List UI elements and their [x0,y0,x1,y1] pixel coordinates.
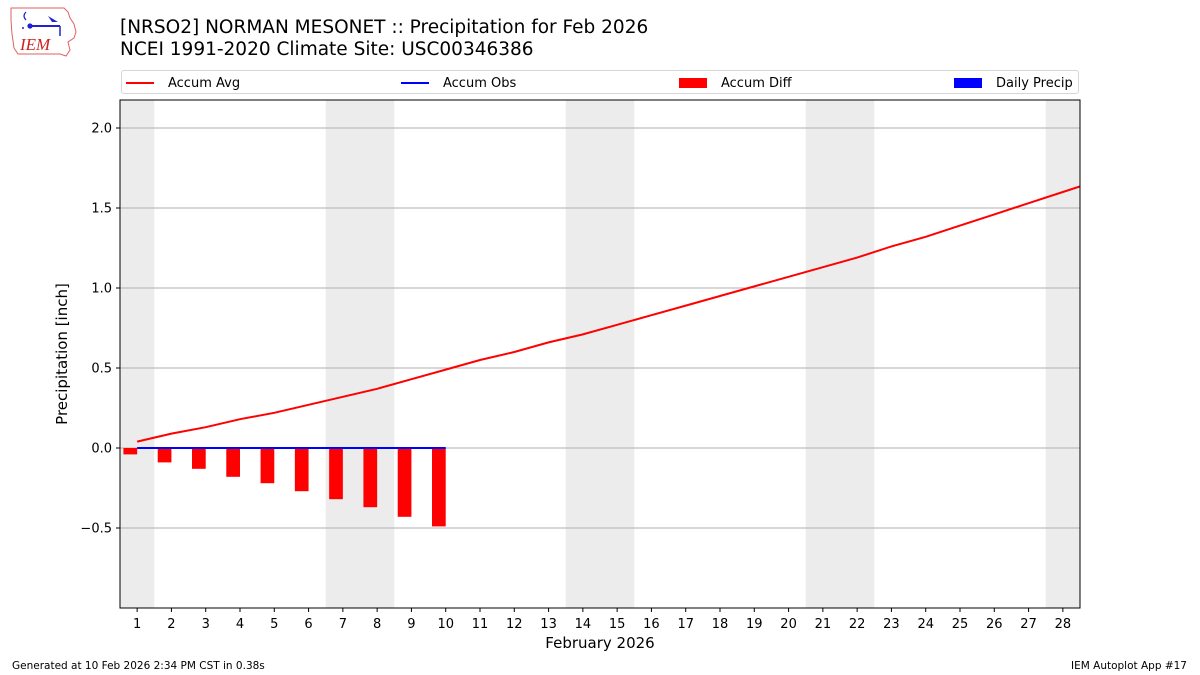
accum-diff-bar [123,448,138,455]
x-axis-label: February 2026 [545,634,655,652]
x-tick-label: 18 [712,617,729,632]
plot-area [123,185,1080,527]
x-tick-label: 14 [575,617,592,632]
y-tick-label: 0.5 [91,362,112,377]
plot-frame [119,99,1081,609]
chart-legend: Accum Avg Accum Obs Accum Diff Daily Pre… [121,70,1079,94]
accum-avg-line [136,185,1080,443]
blue-line-swatch-icon [401,82,429,84]
iem-logo: IEM [8,4,82,60]
x-tick-label: 24 [917,617,934,632]
x-tick-label: 16 [643,617,660,632]
iowa-map-icon: IEM [10,7,77,57]
x-tick-label: 6 [304,617,312,632]
generated-timestamp: Generated at 10 Feb 2026 2:34 PM CST in … [12,660,265,672]
accum-diff-bar [432,448,446,527]
x-tick-label: 19 [746,617,763,632]
x-tick-label: 25 [952,617,969,632]
x-tick-label: 22 [849,617,866,632]
accum-diff-bar [363,448,378,508]
x-tick-label: 9 [407,617,415,632]
x-tick-label: 10 [437,617,454,632]
x-tick-label: 3 [202,617,210,632]
legend-label: Accum Avg [168,75,241,91]
x-tick-label: 1 [133,617,141,632]
legend-label: Daily Precip [996,75,1073,91]
legend-label: Accum Obs [443,75,517,91]
x-tick-label: 23 [883,617,900,632]
x-tick-label: 2 [167,617,175,632]
weekend-shade [120,100,155,608]
weekend-shade [565,100,635,608]
svg-text:IEM: IEM [19,35,51,54]
accum-diff-bar [294,448,309,492]
legend-label: Accum Diff [721,75,792,91]
accum-diff-bar [397,448,412,517]
legend-item-accum-avg: Accum Avg [126,74,240,92]
legend-item-accum-obs: Accum Obs [401,74,516,92]
chart-title-line1: [NRSO2] NORMAN MESONET :: Precipitation … [120,17,649,38]
accum-diff-bar [157,448,172,463]
y-axis-label: Precipitation [inch] [53,283,71,425]
y-tick-label: 1.0 [91,282,112,297]
x-tick-label: 4 [236,617,244,632]
y-tick-label: −0.5 [80,522,112,537]
x-tick-label: 13 [540,617,557,632]
legend-item-daily-precip: Daily Precip [954,74,1073,92]
x-tick-label: 26 [986,617,1003,632]
x-tick-label: 7 [339,617,347,632]
weekend-shade [325,100,395,608]
x-tick-label: 15 [609,617,626,632]
weekend-shade [1045,100,1080,608]
x-tick-label: 5 [270,617,278,632]
accum-diff-bar [260,448,275,484]
legend-item-accum-diff: Accum Diff [679,74,792,92]
x-tick-label: 28 [1055,617,1072,632]
x-tick-label: 17 [677,617,694,632]
y-tick-label: 0.0 [91,442,112,457]
red-line-swatch-icon [126,82,154,84]
x-tick-label: 27 [1020,617,1037,632]
x-tick-label: 20 [780,617,797,632]
chart-title-line2: NCEI 1991-2020 Climate Site: USC00346386 [120,39,534,60]
accum-diff-bar [329,448,343,500]
red-patch-swatch-icon [679,78,707,88]
weekend-shade [805,100,875,608]
x-tick-label: 21 [815,617,832,632]
x-tick-label: 11 [472,617,489,632]
accum-diff-bar [226,448,240,477]
x-tick-label: 12 [506,617,523,632]
y-tick-label: 2.0 [91,122,112,137]
y-tick-label: 1.5 [91,202,112,217]
x-tick-label: 8 [373,617,381,632]
app-credit: IEM Autoplot App #17 [1071,660,1187,672]
blue-patch-swatch-icon [954,78,982,88]
accum-diff-bar [192,448,206,469]
chart-title: [NRSO2] NORMAN MESONET :: Precipitation … [120,17,648,61]
